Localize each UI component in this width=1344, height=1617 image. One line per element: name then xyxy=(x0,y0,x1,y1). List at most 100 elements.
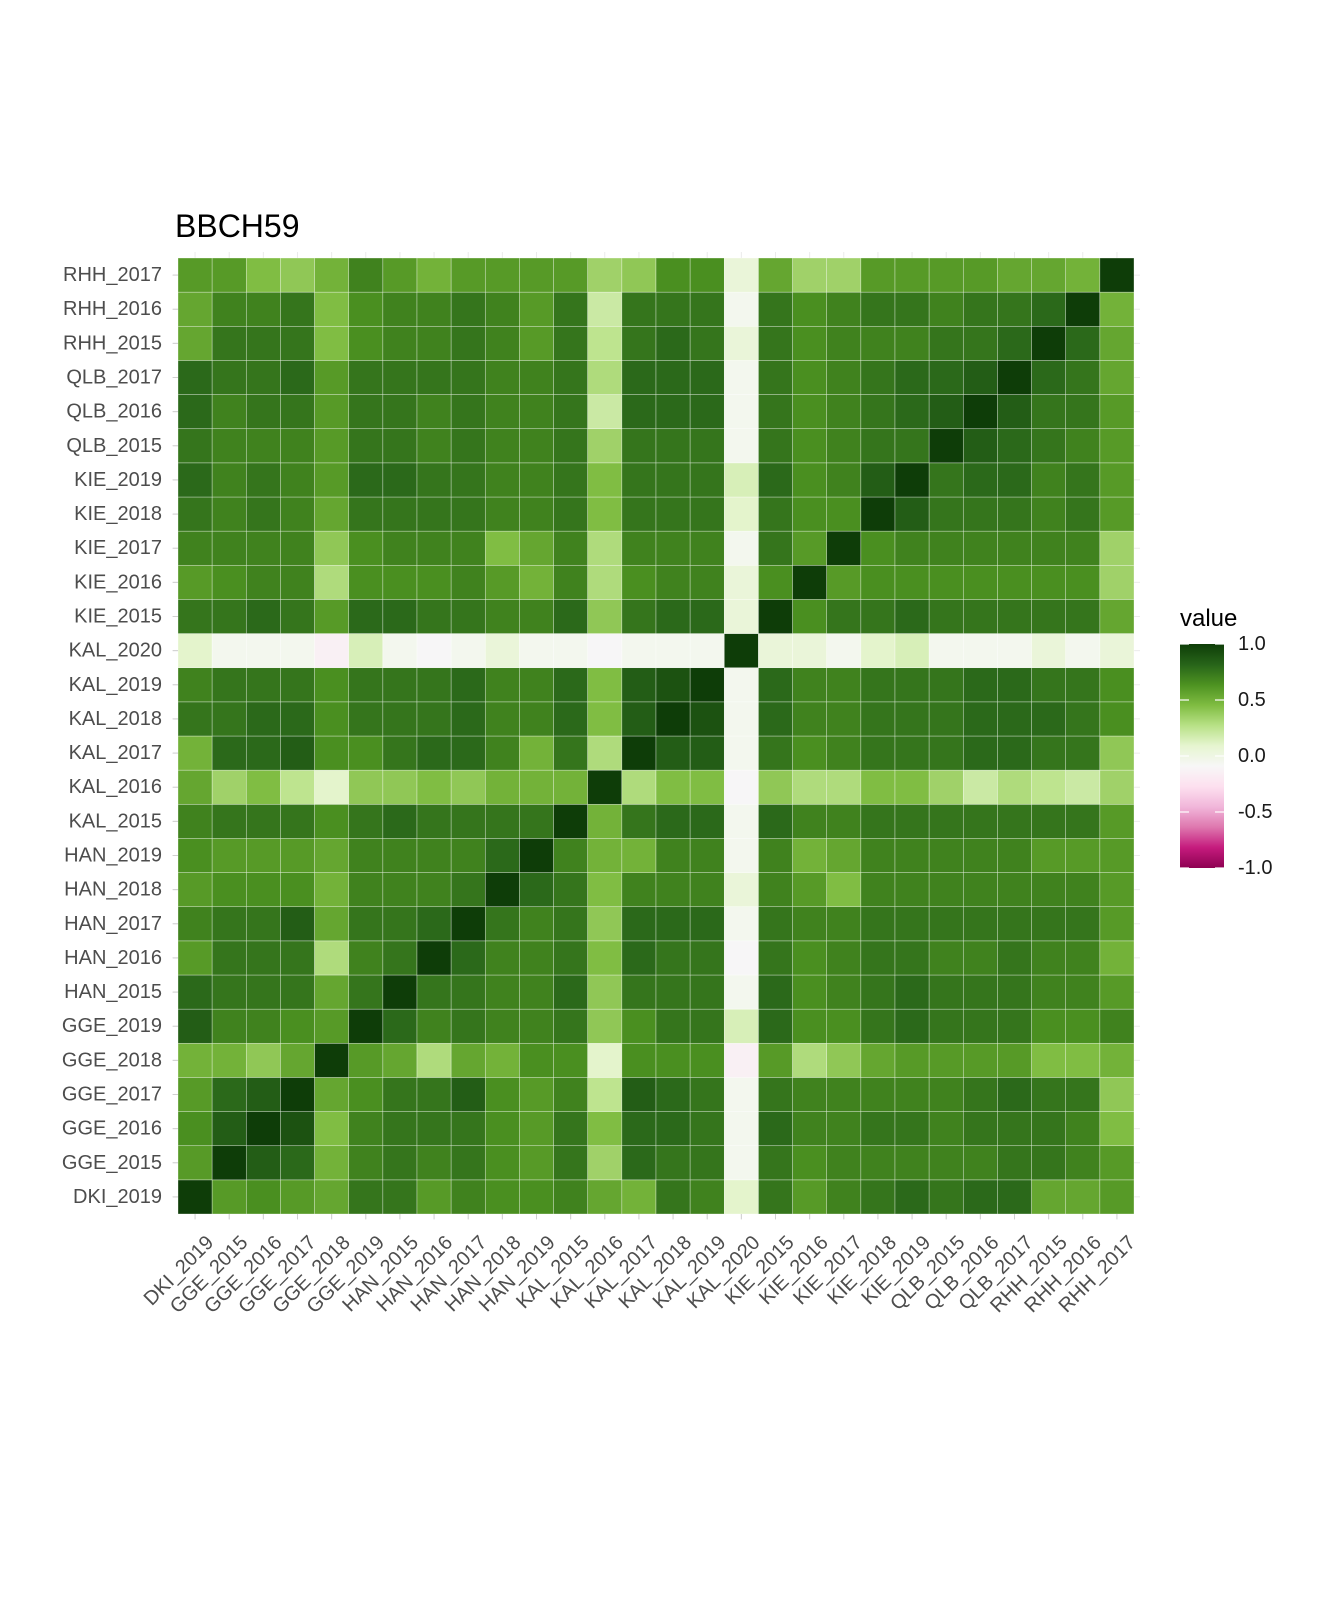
heatmap-cell xyxy=(1065,1008,1101,1044)
heatmap-cell xyxy=(792,530,828,566)
heatmap-cell xyxy=(894,530,930,566)
heatmap-cell xyxy=(177,360,213,395)
heatmap-cell xyxy=(1031,428,1067,464)
heatmap-cell xyxy=(245,803,281,839)
heatmap-cell xyxy=(894,325,930,361)
heatmap-cell xyxy=(723,462,759,498)
y-tick-label: GGE_2016 xyxy=(62,1118,162,1140)
heatmap-cell xyxy=(792,838,828,873)
heatmap-cell xyxy=(314,428,350,464)
heatmap-cell xyxy=(314,530,350,566)
heatmap-cell xyxy=(245,906,281,942)
heatmap-cell xyxy=(826,496,862,532)
heatmap-cell xyxy=(655,838,691,873)
heatmap-cell xyxy=(519,1042,554,1078)
heatmap-cell xyxy=(723,564,759,600)
heatmap-cell xyxy=(723,1145,759,1181)
heatmap-cell xyxy=(723,906,759,942)
heatmap-cell xyxy=(758,428,793,464)
heatmap-cell xyxy=(1065,906,1101,942)
heatmap-cell xyxy=(997,496,1032,532)
heatmap-cell xyxy=(894,633,930,669)
heatmap-cell xyxy=(860,325,896,361)
heatmap-cell xyxy=(621,291,657,327)
heatmap-cell xyxy=(450,291,486,327)
heatmap-cell xyxy=(894,769,930,805)
heatmap-cell xyxy=(1065,564,1101,600)
heatmap-cell xyxy=(382,906,418,942)
heatmap-cell xyxy=(621,1179,657,1215)
heatmap-cell xyxy=(860,940,896,976)
heatmap-cell xyxy=(484,394,520,430)
legend-tick-label: 0.5 xyxy=(1238,689,1266,711)
heatmap-cell xyxy=(484,667,520,703)
heatmap-cell xyxy=(1099,394,1135,430)
heatmap-cell xyxy=(928,667,964,703)
heatmap-cell xyxy=(1099,906,1135,942)
heatmap-cell xyxy=(245,257,281,293)
heatmap-cell xyxy=(860,872,896,908)
heatmap-cell xyxy=(416,838,452,873)
heatmap-cell xyxy=(211,1008,247,1044)
heatmap-cell xyxy=(1031,1042,1067,1078)
heatmap-cell xyxy=(894,394,930,430)
heatmap-cell xyxy=(621,496,657,532)
heatmap-cell xyxy=(655,1077,691,1112)
heatmap-cell xyxy=(587,496,623,532)
heatmap-cell xyxy=(484,599,520,634)
y-tick-label: KIE_2018 xyxy=(74,503,162,525)
heatmap-cell xyxy=(484,1008,520,1044)
heatmap-cell xyxy=(758,872,793,908)
y-tick-label: HAN_2016 xyxy=(64,947,162,969)
heatmap-cell xyxy=(962,940,998,976)
heatmap-cell xyxy=(655,906,691,942)
heatmap-cell xyxy=(621,360,657,395)
heatmap-cell xyxy=(314,940,350,976)
heatmap-cell xyxy=(280,1111,315,1147)
heatmap-cell xyxy=(758,496,793,532)
heatmap-cell xyxy=(997,394,1032,430)
heatmap-cell xyxy=(1031,803,1067,839)
heatmap-cell xyxy=(894,735,930,771)
heatmap-cell xyxy=(723,1008,759,1044)
heatmap-cell xyxy=(1031,530,1067,566)
heatmap-cell xyxy=(860,1145,896,1181)
heatmap-cell xyxy=(962,428,998,464)
heatmap-cell xyxy=(723,633,759,669)
heatmap-cell xyxy=(928,496,964,532)
heatmap-cell xyxy=(1031,872,1067,908)
heatmap-cell xyxy=(314,1008,350,1044)
heatmap-cell xyxy=(484,974,520,1010)
heatmap-cell xyxy=(928,735,964,771)
heatmap-cell xyxy=(1099,701,1135,737)
heatmap-cell xyxy=(519,428,554,464)
heatmap-cell xyxy=(416,872,452,908)
heatmap-cell xyxy=(211,1145,247,1181)
heatmap-cell xyxy=(587,803,623,839)
heatmap-cell xyxy=(758,1077,793,1112)
heatmap-cell xyxy=(314,496,350,532)
heatmap-cell xyxy=(1065,1111,1101,1147)
heatmap-cell xyxy=(962,872,998,908)
y-tick-label: DKI_2019 xyxy=(73,1186,162,1208)
heatmap-cell xyxy=(382,564,418,600)
heatmap-cell xyxy=(792,1042,828,1078)
heatmap-cell xyxy=(1099,1008,1135,1044)
heatmap-cell xyxy=(416,974,452,1010)
heatmap-cell xyxy=(245,633,281,669)
heatmap-cell xyxy=(519,530,554,566)
heatmap-cell xyxy=(1099,564,1135,600)
heatmap-cell xyxy=(826,838,862,873)
heatmap-cell xyxy=(553,360,589,395)
heatmap-cell xyxy=(553,564,589,600)
heatmap-cell xyxy=(894,667,930,703)
heatmap-cell xyxy=(348,633,384,669)
heatmap-cell xyxy=(348,394,384,430)
heatmap-cell xyxy=(1031,769,1067,805)
heatmap-cell xyxy=(519,325,554,361)
heatmap-cell xyxy=(928,803,964,839)
heatmap-cell xyxy=(758,940,793,976)
heatmap-cell xyxy=(689,803,725,839)
heatmap-cell xyxy=(1099,803,1135,839)
heatmap-cell xyxy=(245,701,281,737)
